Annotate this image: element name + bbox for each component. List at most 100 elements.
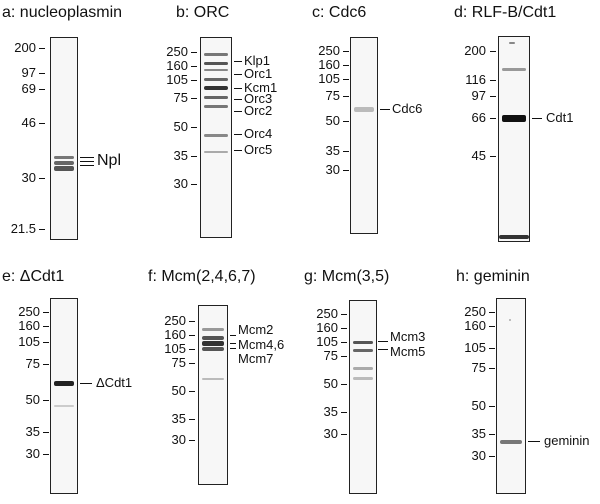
gel-lane-g — [349, 300, 377, 494]
gel-band — [354, 107, 374, 112]
marker-label: 35 — [173, 148, 188, 163]
panel-f-title: f: Mcm(2,4,6,7) — [148, 268, 256, 285]
marker-tick — [343, 79, 349, 80]
marker-label: 30 — [323, 426, 338, 441]
marker-label: 250 — [464, 304, 486, 319]
marker-label: 50 — [323, 376, 338, 391]
label-leader — [234, 99, 242, 100]
marker-label: 116 — [465, 72, 486, 87]
gel-band — [204, 134, 228, 137]
marker-tick — [490, 156, 496, 157]
marker-label: 50 — [25, 392, 40, 407]
gel-band — [353, 349, 373, 352]
marker-tick — [43, 432, 49, 433]
marker-tick — [191, 98, 197, 99]
marker-tick — [490, 96, 496, 97]
band-label: Cdt1 — [546, 110, 574, 125]
marker-tick — [43, 312, 49, 313]
marker-tick — [343, 65, 349, 66]
panel-a-title: a: nucleoplasmin — [2, 4, 123, 21]
gel-band — [353, 367, 373, 370]
gel-band — [204, 69, 228, 71]
gel-lane-h — [496, 298, 526, 494]
marker-tick — [343, 170, 349, 171]
marker-tick — [343, 96, 349, 97]
gel-band — [204, 96, 228, 99]
gel-band — [54, 156, 74, 159]
band-label: Orc3 — [244, 91, 273, 106]
label-leader — [80, 383, 92, 384]
marker-label: 250 — [164, 313, 186, 328]
marker-label: 75 — [471, 360, 486, 375]
marker-label: 50 — [173, 119, 188, 134]
label-leader — [230, 335, 236, 336]
band-label: Cdc6 — [392, 101, 423, 116]
marker-label: 250 — [166, 44, 188, 59]
gel-lane-b — [200, 37, 232, 238]
marker-label: 50 — [325, 113, 340, 128]
gel-band — [202, 378, 224, 380]
marker-label: 35 — [325, 143, 340, 158]
label-leader — [80, 165, 94, 166]
marker-tick — [489, 348, 495, 349]
marker-label: 21.5 — [10, 221, 36, 236]
label-leader — [234, 134, 242, 135]
gel-band — [500, 440, 522, 444]
marker-label: 250 — [18, 304, 40, 319]
marker-label: 250 — [316, 306, 338, 321]
label-leader — [234, 61, 242, 62]
marker-tick — [189, 335, 195, 336]
marker-tick — [489, 406, 495, 407]
marker-tick — [341, 434, 347, 435]
marker-label: 35 — [171, 411, 186, 426]
gel-band — [204, 53, 228, 56]
gel-band — [202, 336, 224, 340]
gel-band — [202, 347, 224, 351]
marker-label: 160 — [316, 320, 338, 335]
marker-label: 30 — [325, 162, 340, 177]
panel-d-title: d: RLF-B/Cdt1 — [454, 4, 557, 21]
marker-tick — [39, 48, 45, 49]
marker-tick — [490, 80, 496, 81]
band-label: Orc1 — [244, 66, 273, 81]
marker-label: 46 — [21, 115, 36, 130]
marker-tick — [189, 349, 195, 350]
marker-tick — [489, 312, 495, 313]
marker-tick — [191, 52, 197, 53]
marker-tick — [39, 73, 45, 74]
band-label: Orc5 — [244, 142, 273, 157]
marker-tick — [490, 118, 496, 119]
gel-band — [204, 151, 228, 153]
band-label: Mcm2 — [238, 322, 274, 337]
gel-band — [509, 319, 511, 321]
label-leader — [378, 349, 388, 350]
marker-label: 160 — [318, 57, 340, 72]
gel-band — [502, 68, 526, 71]
marker-tick — [191, 66, 197, 67]
marker-label: 105 — [166, 72, 188, 87]
marker-label: 75 — [25, 356, 40, 371]
marker-tick — [43, 342, 49, 343]
gel-band — [54, 405, 74, 407]
marker-tick — [341, 342, 347, 343]
marker-tick — [343, 151, 349, 152]
marker-label: 50 — [471, 398, 486, 413]
marker-tick — [341, 314, 347, 315]
band-label: Mcm5 — [390, 344, 426, 359]
marker-tick — [39, 178, 45, 179]
band-label: Mcm4,6 — [238, 337, 285, 352]
marker-tick — [189, 321, 195, 322]
marker-label: 160 — [464, 318, 486, 333]
marker-tick — [489, 326, 495, 327]
band-label: Mcm3 — [390, 329, 426, 344]
gel-lane-e — [50, 298, 78, 494]
marker-tick — [343, 51, 349, 52]
marker-tick — [43, 326, 49, 327]
marker-label: 105 — [316, 334, 338, 349]
marker-label: 30 — [171, 432, 186, 447]
marker-label: 35 — [25, 424, 40, 439]
panel-b-title: b: ORC — [176, 4, 230, 21]
marker-label: 66 — [471, 110, 486, 125]
label-leader — [378, 341, 388, 342]
marker-tick — [43, 454, 49, 455]
